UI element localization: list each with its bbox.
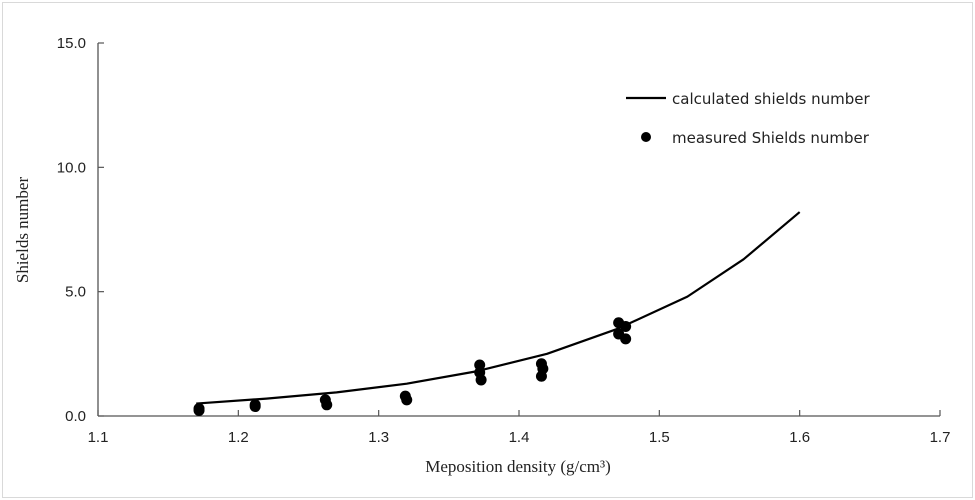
- legend-label-measured: measured Shields number: [672, 129, 870, 147]
- x-axis-label: Meposition density (g/cm³): [425, 457, 610, 476]
- y-tick-label: 5.0: [65, 284, 86, 301]
- measured-point: [193, 405, 205, 417]
- x-tick-label: 1.3: [368, 429, 389, 446]
- x-tick-label: 1.1: [88, 429, 109, 446]
- y-axis-label: Shields number: [13, 177, 32, 284]
- legend-dot-swatch: [641, 132, 651, 142]
- legend: calculated shields number measured Shiel…: [626, 90, 870, 147]
- measured-point: [620, 333, 632, 345]
- calculated-shields-line: [196, 211, 801, 405]
- x-tick-label: 1.2: [228, 429, 249, 446]
- x-tick-label: 1.5: [649, 429, 670, 446]
- measured-point: [620, 320, 632, 332]
- x-tick-label: 1.7: [930, 429, 951, 446]
- x-tick-label: 1.6: [789, 429, 810, 446]
- y-tick-label: 15.0: [57, 35, 86, 52]
- measured-point: [321, 399, 333, 411]
- measured-point: [535, 370, 547, 382]
- y-tick-label: 10.0: [57, 159, 86, 176]
- measured-point: [401, 394, 413, 406]
- measured-point: [249, 401, 261, 413]
- measured-point: [475, 374, 487, 386]
- y-tick-label: 0.0: [65, 408, 86, 425]
- x-tick-label: 1.4: [509, 429, 530, 446]
- legend-label-calculated: calculated shields number: [672, 90, 870, 108]
